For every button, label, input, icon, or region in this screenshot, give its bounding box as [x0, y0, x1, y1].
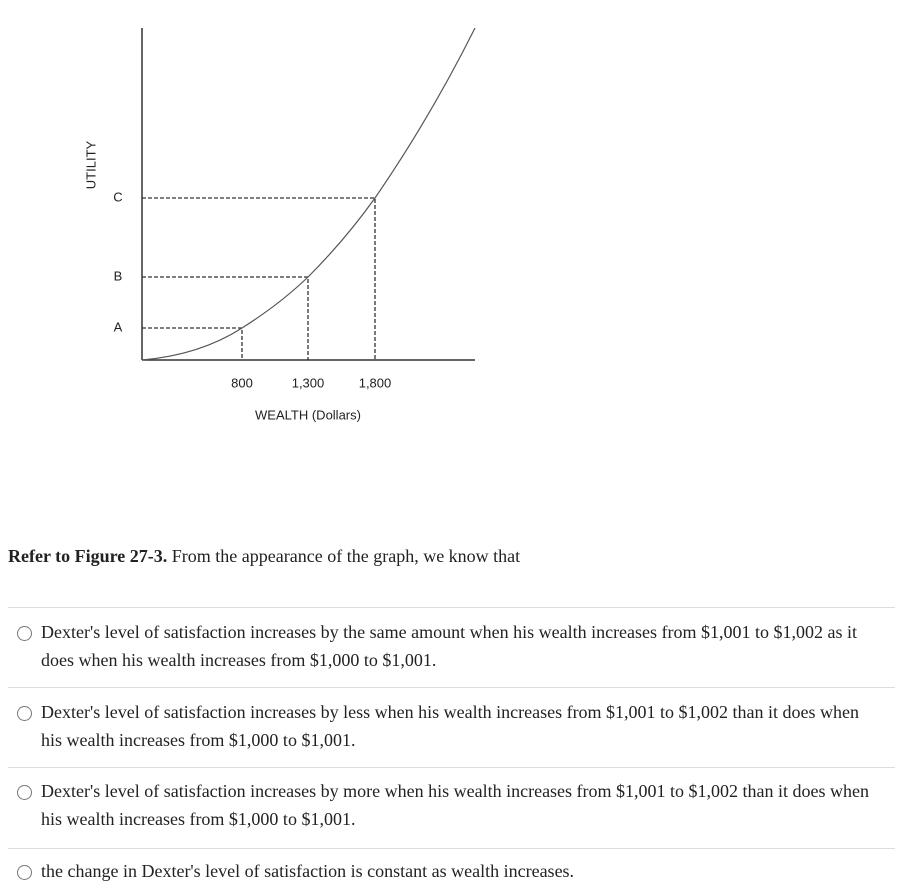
separator	[8, 848, 895, 849]
option-text: the change in Dexter's level of satisfac…	[41, 861, 575, 881]
radio-button[interactable]	[17, 626, 32, 641]
y-axis-label: UTILITY	[83, 140, 98, 189]
utility-curve	[141, 27, 476, 361]
question: Refer to Figure 27-3. From the appearanc…	[8, 546, 520, 567]
question-reference: Refer to Figure 27-3.	[8, 546, 168, 566]
y-label: C	[113, 189, 122, 204]
option-text: Dexter's level of satisfaction increases…	[41, 781, 870, 829]
separator	[8, 767, 895, 768]
separator	[8, 607, 895, 608]
radio-button[interactable]	[17, 785, 32, 800]
y-label: A	[114, 319, 123, 334]
option-text: Dexter's level of satisfaction increases…	[41, 702, 860, 750]
x-label: 1,300	[292, 375, 325, 390]
radio-button[interactable]	[17, 865, 32, 880]
x-label: 800	[231, 375, 253, 390]
radio-button[interactable]	[17, 706, 32, 721]
question-text: From the appearance of the graph, we kno…	[171, 546, 521, 566]
figure: UTILITY A B C 800 1,300 1,800 WEALTH (Do…	[83, 27, 476, 422]
separator	[8, 687, 895, 688]
option-text: Dexter's level of satisfaction increases…	[41, 622, 858, 670]
x-axis-label: WEALTH (Dollars)	[255, 407, 361, 422]
x-label: 1,800	[359, 375, 392, 390]
guides	[142, 197, 376, 360]
y-label: B	[114, 268, 123, 283]
